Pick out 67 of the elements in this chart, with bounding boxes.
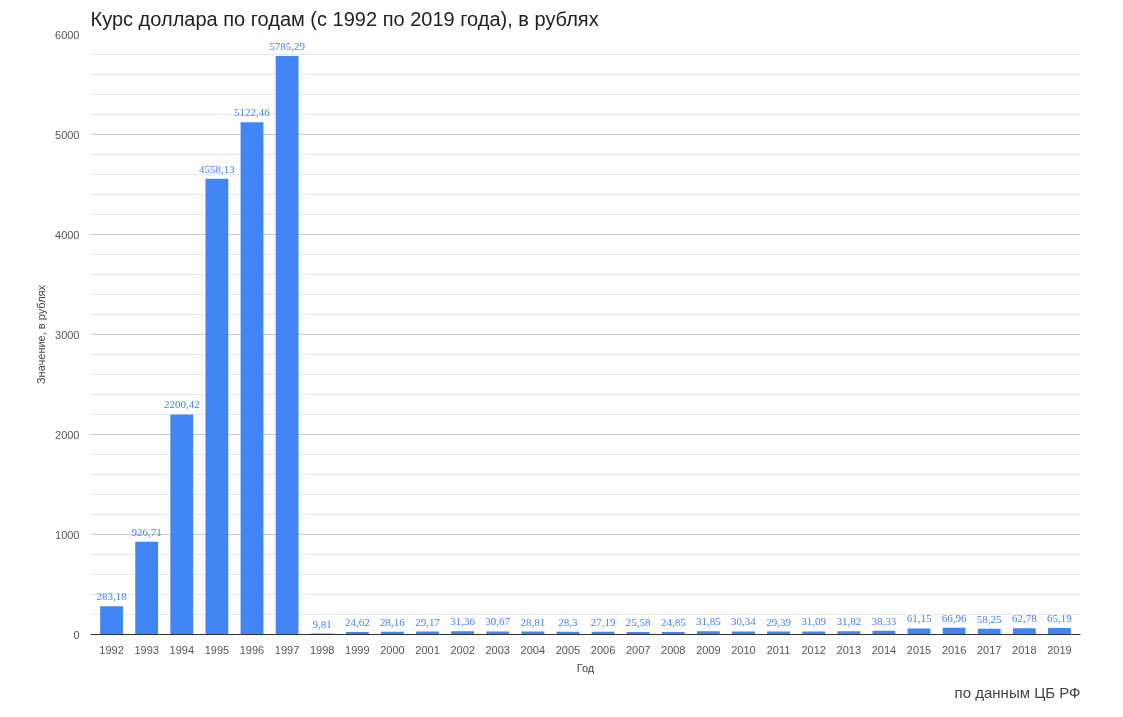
x-tick-label: 2001 bbox=[415, 643, 440, 656]
data-label: 58,25 bbox=[976, 612, 1003, 625]
x-tick-label: 2003 bbox=[485, 643, 510, 656]
chart-title: Курс доллара по годам (с 1992 по 2019 года), в рублях bbox=[90, 7, 599, 30]
data-label: 31,82 bbox=[836, 615, 862, 628]
x-tick-label: 2015 bbox=[906, 643, 932, 656]
y-tick-label: 6000 bbox=[55, 28, 80, 41]
x-tick-label: 1992 bbox=[99, 643, 124, 656]
x-tick-label: 2017 bbox=[976, 643, 1002, 656]
data-label: 2200,42 bbox=[163, 398, 200, 411]
x-tick-label: 2009 bbox=[696, 643, 721, 656]
data-label: 24,85 bbox=[660, 616, 687, 629]
x-tick-label: 2000 bbox=[380, 643, 405, 656]
x-tick-label: 2006 bbox=[590, 643, 616, 656]
x-tick-label: 2012 bbox=[801, 643, 826, 656]
x-axis-title: Год bbox=[576, 661, 595, 674]
x-tick-label: 2016 bbox=[941, 643, 967, 656]
data-label: 31,09 bbox=[801, 615, 827, 628]
y-tick-label: 4000 bbox=[55, 228, 80, 241]
x-tick-label: 2005 bbox=[555, 643, 581, 656]
data-label: 61,15 bbox=[906, 612, 932, 625]
x-tick-label: 1999 bbox=[345, 643, 370, 656]
y-tick-label: 3000 bbox=[55, 328, 80, 341]
data-label: 66,96 bbox=[941, 611, 967, 624]
data-label: 24,62 bbox=[344, 616, 370, 629]
data-label: 28,3 bbox=[558, 615, 579, 628]
data-label: 9,81 bbox=[312, 617, 332, 630]
data-label: 5122,46 bbox=[234, 106, 271, 119]
y-tick-label: 1000 bbox=[55, 528, 80, 541]
x-tick-label: 1998 bbox=[309, 643, 335, 656]
y-axis-title: Значение, в рублях bbox=[35, 284, 48, 385]
data-label: 29,17 bbox=[415, 615, 441, 628]
data-label: 25,58 bbox=[625, 615, 652, 628]
data-label: 5785,29 bbox=[269, 39, 306, 52]
data-label: 31,36 bbox=[450, 615, 476, 628]
data-label: 30,67 bbox=[485, 615, 511, 628]
x-tick-label: 2013 bbox=[836, 643, 862, 656]
y-tick-label: 2000 bbox=[55, 428, 80, 441]
data-label: 62,78 bbox=[1011, 612, 1038, 625]
data-label: 65,19 bbox=[1047, 611, 1073, 624]
x-tick-label: 2010 bbox=[731, 643, 756, 656]
data-label: 27,19 bbox=[590, 615, 616, 628]
x-tick-label: 1995 bbox=[204, 643, 230, 656]
data-label: 28,16 bbox=[380, 615, 406, 628]
data-label: 4558,13 bbox=[199, 162, 236, 175]
data-label: 283,18 bbox=[96, 590, 128, 603]
y-tick-label: 0 bbox=[73, 628, 80, 641]
data-label: 30,34 bbox=[731, 615, 757, 628]
x-tick-label: 2019 bbox=[1047, 643, 1072, 656]
x-tick-label: 2004 bbox=[520, 643, 546, 656]
text: по данным ЦБ РФ bbox=[954, 683, 1081, 701]
x-tick-label: 2018 bbox=[1012, 643, 1037, 656]
y-tick-label: 5000 bbox=[55, 128, 80, 141]
x-tick-label: 2014 bbox=[871, 643, 897, 656]
x-tick-label: 2002 bbox=[450, 643, 475, 656]
data-label: 28,81 bbox=[520, 615, 546, 628]
x-tick-label: 1997 bbox=[274, 643, 300, 656]
x-tick-label: 2007 bbox=[625, 643, 651, 656]
data-label: 926,71 bbox=[131, 525, 162, 538]
data-label: 38,33 bbox=[871, 614, 897, 627]
x-tick-label: 2008 bbox=[661, 643, 686, 656]
data-label: 31,85 bbox=[696, 615, 722, 628]
x-tick-label: 1994 bbox=[169, 643, 195, 656]
data-label: 29,39 bbox=[766, 615, 792, 628]
x-tick-label: 2011 bbox=[766, 643, 791, 656]
x-tick-label: 1993 bbox=[134, 643, 159, 656]
x-tick-label: 1996 bbox=[239, 643, 265, 656]
